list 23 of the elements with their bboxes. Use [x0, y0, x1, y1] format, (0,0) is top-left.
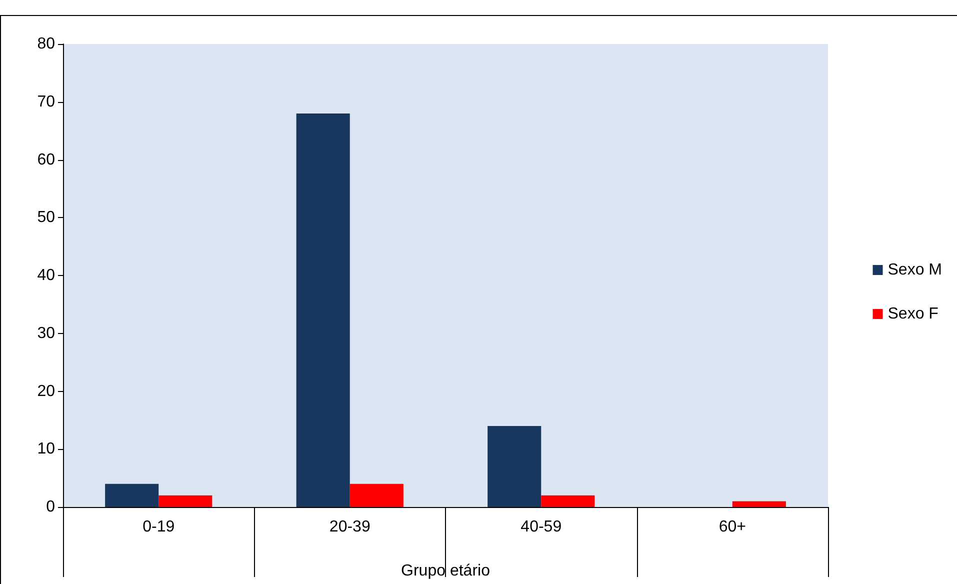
y-tick-label: 10 — [37, 440, 56, 458]
bar — [541, 495, 595, 507]
y-tick-label: 30 — [37, 324, 56, 342]
y-tick-label: 60 — [37, 151, 56, 168]
y-tick-label: 40 — [37, 267, 56, 284]
bar — [732, 501, 786, 507]
x-axis-title: Grupo etário — [401, 562, 490, 580]
x-tick-label: 0-19 — [142, 518, 175, 536]
bar — [296, 113, 350, 507]
y-tick-label: 0 — [46, 498, 56, 516]
bar — [488, 426, 542, 507]
x-tick-label: 40-59 — [520, 518, 562, 536]
y-tick-label: 20 — [37, 382, 56, 400]
y-tick-label: 80 — [37, 36, 56, 52]
legend-label: Sexo M — [888, 262, 942, 278]
x-tick-label: 60+ — [718, 518, 746, 536]
bar — [350, 484, 404, 507]
bar — [158, 495, 212, 507]
bar — [105, 484, 159, 507]
legend-label: Sexo F — [888, 306, 939, 322]
y-tick-label: 70 — [37, 93, 56, 110]
x-tick-label: 20-39 — [329, 518, 370, 536]
y-tick-label: 50 — [37, 209, 56, 226]
